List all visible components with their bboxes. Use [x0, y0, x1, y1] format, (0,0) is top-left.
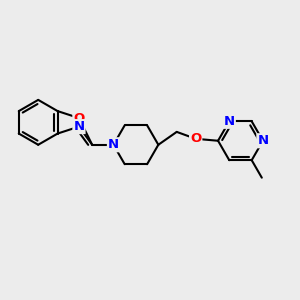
- Text: N: N: [257, 134, 268, 147]
- Text: N: N: [74, 120, 85, 133]
- Text: O: O: [190, 132, 201, 145]
- Text: N: N: [108, 138, 119, 151]
- Text: O: O: [73, 112, 85, 124]
- Text: N: N: [224, 115, 235, 128]
